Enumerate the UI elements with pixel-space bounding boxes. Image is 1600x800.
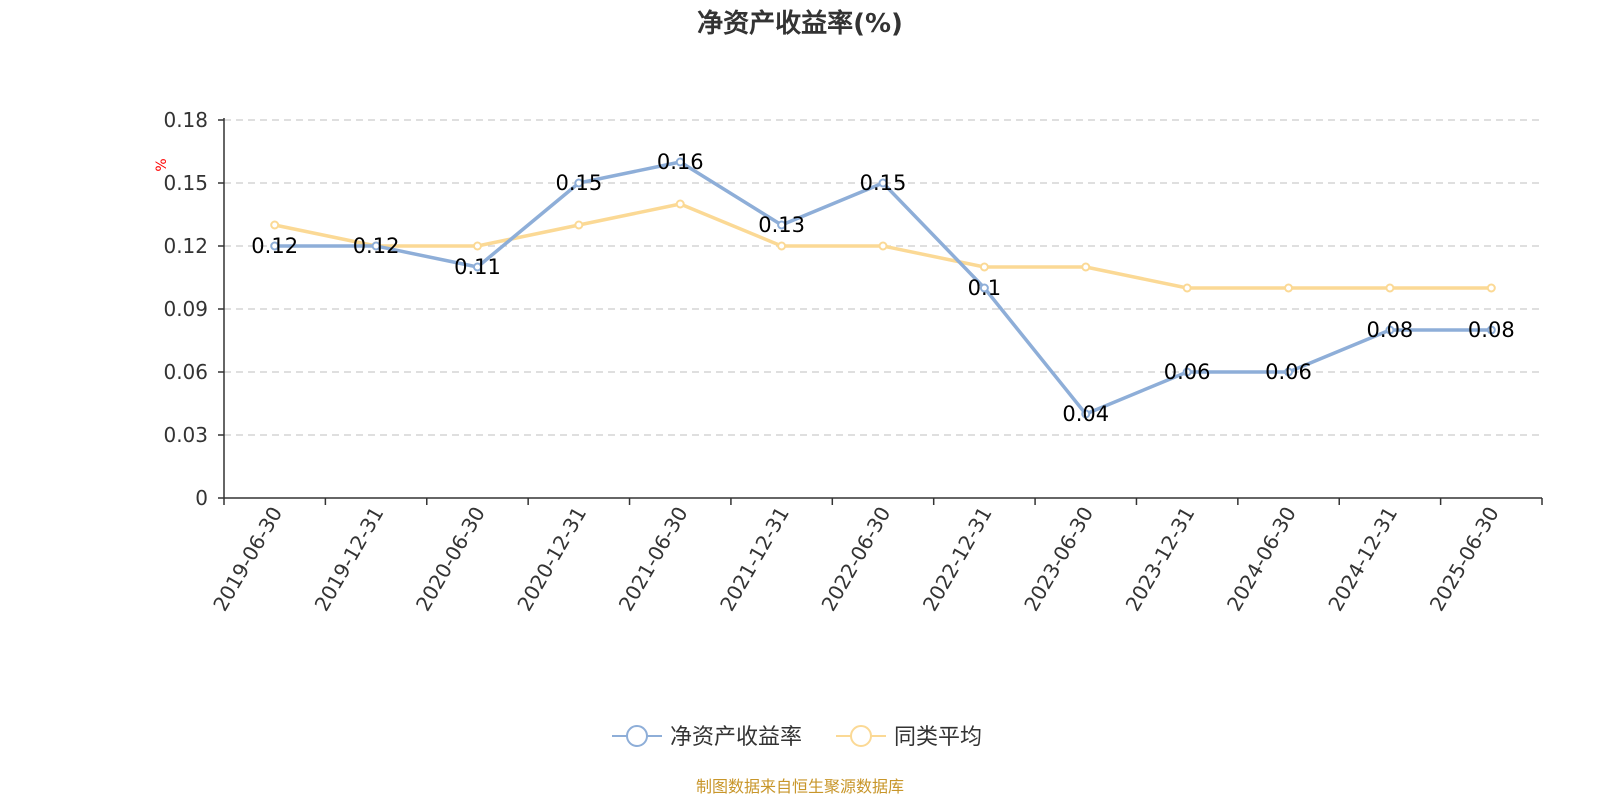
legend-item: 同类平均 — [836, 725, 982, 750]
data-point — [878, 241, 888, 251]
data-label: 0.08 — [1468, 318, 1515, 342]
y-tick-label: 0.15 — [163, 171, 208, 195]
data-point — [675, 199, 685, 209]
x-tick-label: 2024-12-31 — [1323, 503, 1402, 616]
data-label: 0.15 — [555, 171, 602, 195]
data-point — [1081, 409, 1091, 419]
chart-title: 净资产收益率(%) — [697, 8, 903, 39]
x-tick-label: 2020-06-30 — [411, 503, 490, 616]
series-peer-average — [270, 199, 1496, 293]
legend: 净资产收益率 同类平均 — [612, 725, 982, 750]
y-tick-label: 0.03 — [163, 423, 208, 447]
grid-lines — [224, 119, 1542, 436]
data-point — [1081, 262, 1091, 272]
data-label: 0.12 — [251, 234, 298, 258]
data-point — [574, 220, 584, 230]
x-tick-label: 2021-12-31 — [715, 503, 794, 616]
data-point — [777, 241, 787, 251]
data-point — [878, 178, 888, 188]
data-label: 0.06 — [1265, 360, 1312, 384]
data-point — [472, 241, 482, 251]
data-point — [1182, 283, 1192, 293]
x-tick-label: 2019-12-31 — [310, 503, 389, 616]
data-label: 0.15 — [860, 171, 907, 195]
x-tick-label: 2021-06-30 — [614, 503, 693, 616]
data-label: 0.06 — [1164, 360, 1211, 384]
legend-label: 净资产收益率 — [670, 725, 802, 750]
data-label: 0.08 — [1367, 318, 1414, 342]
data-label: 0.04 — [1062, 402, 1109, 426]
data-label: 0.12 — [353, 234, 400, 258]
data-point — [1486, 325, 1496, 335]
source-note: 制图数据来自恒生聚源数据库 — [696, 777, 904, 796]
x-tick-label: 2022-06-30 — [816, 503, 895, 616]
data-point — [979, 262, 989, 272]
data-point — [1385, 325, 1395, 335]
legend-item: 净资产收益率 — [612, 725, 802, 750]
data-point — [472, 262, 482, 272]
series-roe — [270, 157, 1496, 419]
data-point — [1284, 367, 1294, 377]
data-label: 0.1 — [968, 276, 1001, 300]
y-tick-label: 0.12 — [163, 234, 208, 258]
legend-marker — [626, 725, 648, 747]
x-tick-label: 2019-06-30 — [208, 503, 287, 616]
data-point — [675, 157, 685, 167]
legend-marker — [850, 725, 872, 747]
series-layer: 0.12 0.12 0.11 0.15 0.16 0.13 0.15 0.1 0.04 0.06 0… — [251, 150, 1514, 426]
data-label: 0.16 — [657, 150, 704, 174]
axes: 0 0.03 0.06 0.09 0.12 0.15 0.18 2019-06-30 2019-… — [163, 108, 1543, 616]
data-point — [1284, 283, 1294, 293]
y-tick-label: 0.09 — [163, 297, 208, 321]
data-label: 0.11 — [454, 255, 501, 279]
y-tick-label: 0 — [195, 486, 208, 510]
x-tick-label: 2020-12-31 — [512, 503, 591, 616]
legend-label: 同类平均 — [894, 725, 982, 750]
y-axis-unit: % — [154, 158, 170, 171]
data-point — [979, 283, 989, 293]
data-point — [371, 241, 381, 251]
data-label: 0.13 — [758, 213, 805, 237]
x-tick-label: 2025-06-30 — [1425, 503, 1504, 616]
y-tick-label: 0.06 — [163, 360, 208, 384]
x-tick-label: 2023-06-30 — [1019, 503, 1098, 616]
y-tick-label: 0.18 — [163, 108, 208, 132]
x-tick-label: 2024-06-30 — [1222, 503, 1301, 616]
data-point — [1486, 283, 1496, 293]
data-point — [574, 178, 584, 188]
x-tick-label: 2023-12-31 — [1121, 503, 1200, 616]
data-point — [270, 241, 280, 251]
data-point — [270, 220, 280, 230]
data-point — [1385, 283, 1395, 293]
data-point — [1182, 367, 1192, 377]
data-point — [777, 220, 787, 230]
x-tick-label: 2022-12-31 — [918, 503, 997, 616]
